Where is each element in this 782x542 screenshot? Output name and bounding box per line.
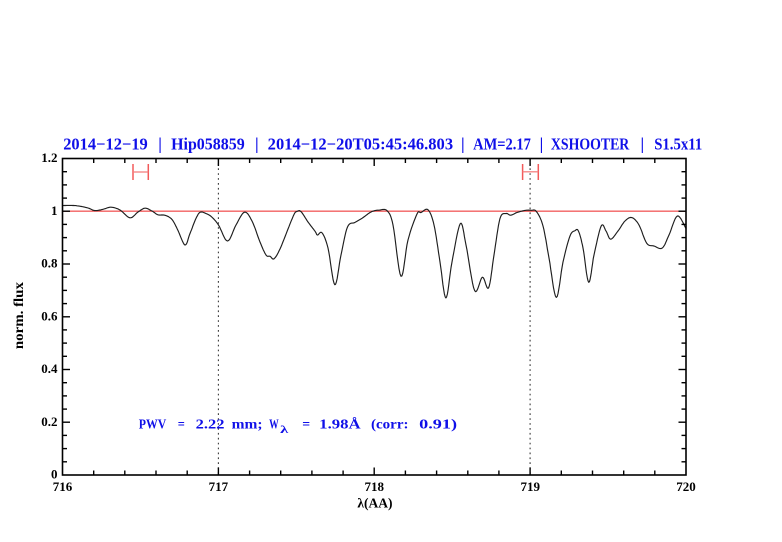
- svg-text:2014−12−19: 2014−12−19: [63, 135, 148, 154]
- svg-text:|: |: [255, 135, 259, 154]
- svg-text:0.2: 0.2: [41, 414, 57, 429]
- svg-text:0.4: 0.4: [41, 361, 58, 376]
- svg-text:1.2: 1.2: [41, 150, 57, 165]
- svg-text:2.22: 2.22: [196, 417, 225, 432]
- svg-text:2014−12−20T05:45:46.803: 2014−12−20T05:45:46.803: [268, 135, 453, 154]
- svg-text:|: |: [540, 135, 544, 154]
- svg-text:S1.5x11: S1.5x11: [654, 135, 702, 154]
- svg-text:0: 0: [51, 467, 58, 482]
- svg-text:719: 719: [520, 479, 540, 494]
- svg-text:Hip058859: Hip058859: [171, 135, 245, 154]
- svg-text:718: 718: [365, 479, 385, 494]
- svg-text:λ(AA): λ(AA): [357, 496, 392, 511]
- svg-text:|: |: [158, 135, 162, 154]
- svg-text:λ: λ: [280, 424, 289, 436]
- svg-text:mm;: mm;: [232, 417, 263, 432]
- svg-text:|: |: [641, 135, 645, 154]
- svg-text:=: =: [178, 417, 185, 432]
- svg-text:XSHOOTER: XSHOOTER: [551, 135, 630, 154]
- svg-text:1.98Å: 1.98Å: [319, 417, 361, 432]
- svg-text:0.91): 0.91): [419, 417, 457, 433]
- svg-text:716: 716: [53, 479, 73, 494]
- svg-text:0.6: 0.6: [41, 309, 58, 324]
- svg-text:717: 717: [209, 479, 229, 494]
- svg-text:W: W: [269, 417, 279, 432]
- svg-text:norm. flux: norm. flux: [11, 282, 26, 349]
- svg-text:0.8: 0.8: [41, 256, 58, 271]
- svg-text:PWV: PWV: [139, 417, 167, 432]
- svg-text:720: 720: [676, 479, 696, 494]
- svg-text:=: =: [302, 417, 310, 432]
- svg-text:AM=2.17: AM=2.17: [473, 135, 531, 154]
- svg-text:|: |: [461, 135, 465, 154]
- svg-text:1: 1: [51, 203, 58, 218]
- svg-text:(corr:: (corr:: [371, 417, 409, 433]
